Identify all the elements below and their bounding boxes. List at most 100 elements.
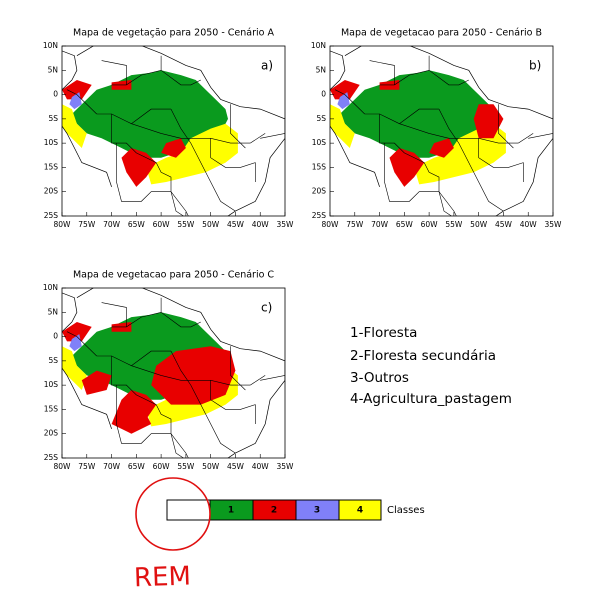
secondary-forest-region <box>151 346 236 405</box>
lat-tick-label: 20S <box>44 429 59 438</box>
border-line <box>230 346 246 391</box>
lon-tick-label: 55W <box>445 220 463 229</box>
colorbar-label: 4 <box>357 506 363 516</box>
panel-label: b) <box>529 59 541 73</box>
border-line <box>101 60 127 85</box>
map-frame <box>61 45 286 217</box>
lat-tick-label: 25S <box>44 211 59 220</box>
lon-tick-label: 80W <box>322 220 340 229</box>
lon-tick-label: 60W <box>153 220 171 229</box>
lon-tick-label: 60W <box>153 462 171 471</box>
colorbar-cell <box>166 499 211 521</box>
lat-tick-label: 10S <box>44 138 59 147</box>
secondary-forest-region <box>429 138 454 158</box>
border-line <box>438 191 452 216</box>
lon-tick-label: 45W <box>227 462 245 471</box>
border-line <box>438 108 504 212</box>
forest-region <box>339 70 496 158</box>
secondary-forest-region <box>330 80 360 100</box>
border-line <box>116 143 171 202</box>
coastline <box>330 50 380 188</box>
legend-item: 4-Agricultura_pastagem <box>350 391 512 407</box>
lon-tick-label: 40W <box>252 462 270 471</box>
lat-tick-label: 10N <box>43 41 58 50</box>
lon-tick-label: 35W <box>545 220 563 229</box>
lon-tick-label: 70W <box>371 220 389 229</box>
border-line <box>250 375 266 386</box>
border-line <box>210 138 256 182</box>
border-line <box>170 108 236 212</box>
lon-tick-label: 50W <box>470 220 488 229</box>
lon-tick-label: 55W <box>177 462 195 471</box>
border-line <box>478 138 524 182</box>
secondary-forest-region <box>121 148 157 187</box>
panel-title: Mapa de vegetacao para 2050 - Cenário B <box>341 28 542 39</box>
lon-tick-label: 45W <box>495 220 513 229</box>
panel-label: c) <box>261 301 272 315</box>
secondary-forest-region <box>389 148 425 187</box>
lat-tick-label: 20S <box>312 187 327 196</box>
border-line <box>170 433 184 458</box>
border-line <box>364 113 457 216</box>
lat-tick-label: 5S <box>48 114 58 123</box>
lon-tick-label: 35W <box>277 462 295 471</box>
border-line <box>96 113 189 216</box>
lat-tick-label: 5N <box>316 65 326 74</box>
border-line <box>131 350 171 366</box>
colorbar-title: Classes <box>387 505 425 516</box>
colorbar-cell <box>338 499 382 521</box>
map-frame <box>329 45 554 217</box>
lon-tick-label: 65W <box>128 462 146 471</box>
map-area <box>330 46 553 216</box>
lon-tick-label: 60W <box>421 220 439 229</box>
lat-tick-label: 15S <box>44 404 59 413</box>
colorbar-label: 3 <box>314 506 320 516</box>
border-line <box>260 375 285 381</box>
border-line <box>66 331 97 357</box>
secondary-forest-region <box>111 399 152 434</box>
lon-tick-label: 70W <box>103 462 121 471</box>
panel-title: Mapa de vegetacao para 2050 - Cenário C <box>73 270 274 281</box>
border-line <box>116 385 171 444</box>
lon-tick-label: 70W <box>103 220 121 229</box>
secondary-forest-region <box>62 80 92 100</box>
lon-tick-label: 40W <box>252 220 270 229</box>
agriculture-region <box>146 123 238 185</box>
forest-region <box>71 70 229 158</box>
lat-tick-label: 25S <box>312 211 327 220</box>
secondary-forest-region <box>161 138 186 158</box>
colorbar: 1 2 3 4 Classes <box>166 499 425 521</box>
lat-tick-label: 0 <box>53 332 58 341</box>
lat-tick-label: 5N <box>48 65 58 74</box>
agriculture-region <box>62 104 87 148</box>
handwritten-annotation: REM <box>133 561 191 593</box>
legend-item: 1-Floresta <box>350 325 417 341</box>
lat-tick-label: 10S <box>312 138 327 147</box>
lat-tick-label: 15S <box>44 162 59 171</box>
lon-tick-label: 75W <box>78 220 96 229</box>
border-line <box>250 133 266 144</box>
hand-circle <box>135 477 211 551</box>
border-line <box>101 302 127 327</box>
coastline <box>62 292 112 430</box>
lat-tick-label: 10S <box>44 380 59 389</box>
lat-tick-label: 0 <box>53 90 58 99</box>
legend-item: 2-Floresta secundária <box>350 348 496 364</box>
lat-tick-label: 20S <box>44 187 59 196</box>
border-line <box>210 380 256 424</box>
class-legend: 1-Floresta 2-Floresta secundária 3-Outro… <box>350 325 512 407</box>
lon-tick-label: 45W <box>227 220 245 229</box>
border-line <box>170 191 184 216</box>
secondary-forest-region <box>62 322 92 342</box>
map-area <box>62 288 285 458</box>
border-line <box>498 104 514 149</box>
border-line <box>230 104 246 149</box>
border-line <box>260 133 285 139</box>
coastline <box>76 46 285 216</box>
border-line <box>131 108 171 124</box>
lat-tick-label: 10N <box>43 283 58 292</box>
border-line <box>334 89 365 115</box>
agriculture-region <box>414 123 506 185</box>
secondary-forest-region <box>81 370 112 395</box>
